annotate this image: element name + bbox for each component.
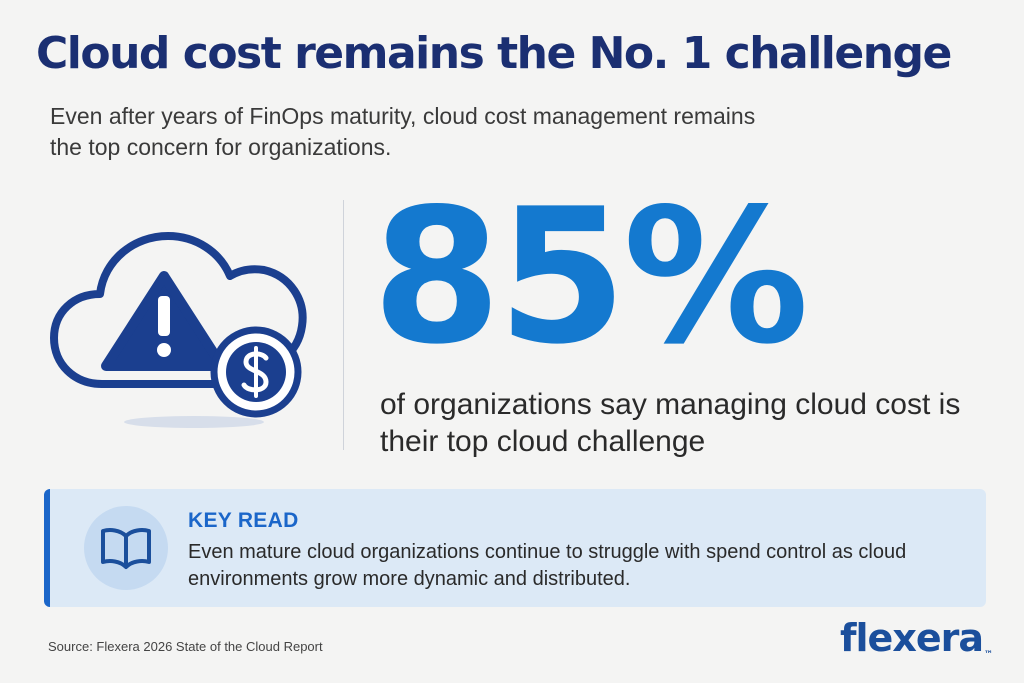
key-read-text: Even mature cloud organizations continue…	[188, 541, 907, 590]
page-title: Cloud cost remains the No. 1 challenge	[36, 28, 952, 79]
page-subtitle: Even after years of FinOps maturity, clo…	[50, 103, 756, 160]
source-citation: Source: Flexera 2026 State of the Cloud …	[48, 639, 323, 654]
flexera-logo: flexera™	[840, 616, 993, 664]
section-divider	[343, 200, 344, 450]
key-read-card: KEY READ Even mature cloud organizations…	[44, 489, 986, 607]
key-read-heading: KEY READ	[188, 509, 299, 532]
dollar-coin-icon	[210, 326, 302, 418]
cloud-icon	[50, 232, 307, 388]
stat-description: of organizations say managing cloud cost…	[380, 388, 961, 458]
warning-icon	[101, 271, 227, 371]
open-book-icon	[84, 506, 168, 590]
cloud-warning-dollar-icon	[44, 200, 314, 435]
stat-value: 85%	[372, 168, 809, 385]
logo-wordmark: flexera	[840, 616, 984, 660]
trademark-mark: ™	[984, 650, 993, 660]
